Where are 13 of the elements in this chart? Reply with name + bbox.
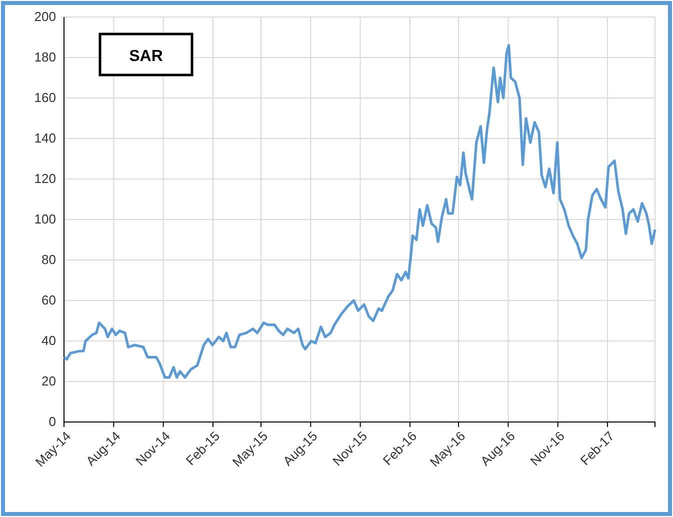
y-tick-label: 40 bbox=[42, 333, 56, 348]
y-tick-label: 140 bbox=[34, 130, 56, 146]
y-tick-label: 0 bbox=[48, 414, 56, 430]
y-tick-label: 60 bbox=[42, 292, 56, 308]
y-tick-label: 80 bbox=[42, 252, 56, 268]
line-series bbox=[62, 44, 656, 379]
y-tick-label: 120 bbox=[34, 171, 56, 186]
text: SAR bbox=[129, 48, 164, 65]
y-tick-label: 100 bbox=[34, 212, 56, 227]
y-tick-label: 200 bbox=[34, 9, 56, 24]
y-tick-label: 160 bbox=[34, 90, 56, 106]
y-tick-label: 180 bbox=[34, 50, 56, 65]
y-tick-label: 20 bbox=[42, 374, 56, 389]
